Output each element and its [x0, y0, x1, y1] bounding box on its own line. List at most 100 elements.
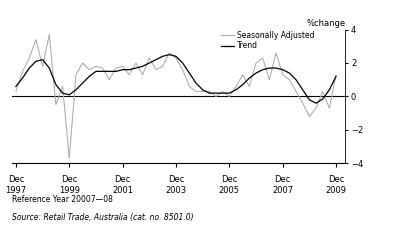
Seasonally Adjusted [207, 90, 212, 93]
Trend [260, 68, 265, 71]
Seasonally Adjusted [307, 115, 312, 118]
Seasonally Adjusted [133, 62, 138, 64]
Trend [154, 58, 158, 61]
Text: Reference Year 20007—08: Reference Year 20007—08 [12, 195, 113, 204]
Seasonally Adjusted [214, 95, 218, 98]
Seasonally Adjusted [120, 65, 125, 68]
Text: 2009: 2009 [326, 186, 347, 195]
Seasonally Adjusted [233, 85, 238, 88]
Seasonally Adjusted [180, 68, 185, 71]
Seasonally Adjusted [314, 107, 318, 110]
Trend [314, 102, 318, 104]
Trend [294, 78, 299, 81]
Text: 2003: 2003 [166, 186, 187, 195]
Trend [187, 72, 192, 74]
Seasonally Adjusted [114, 67, 118, 69]
Trend [233, 88, 238, 91]
Seasonally Adjusted [73, 73, 78, 76]
Trend [67, 94, 71, 96]
Seasonally Adjusted [67, 157, 71, 160]
Trend [194, 82, 198, 84]
Trend [214, 92, 218, 94]
Trend [180, 62, 185, 64]
Trend [60, 92, 65, 94]
Seasonally Adjusted [173, 57, 178, 59]
Seasonally Adjusted [54, 104, 58, 106]
Seasonally Adjusted [320, 90, 325, 93]
Seasonally Adjusted [80, 62, 85, 64]
Trend [333, 75, 338, 78]
Trend [47, 67, 52, 69]
Seasonally Adjusted [40, 65, 45, 68]
Text: 1999: 1999 [59, 186, 80, 195]
Seasonally Adjusted [127, 73, 132, 76]
Trend [307, 99, 312, 101]
Seasonally Adjusted [100, 67, 105, 69]
Trend [80, 82, 85, 84]
Trend [94, 70, 98, 73]
Text: Dec: Dec [328, 175, 344, 184]
Trend [20, 77, 25, 79]
Trend [73, 88, 78, 91]
Line: Seasonally Adjusted: Seasonally Adjusted [16, 35, 336, 158]
Seasonally Adjusted [227, 95, 232, 98]
Seasonally Adjusted [247, 85, 252, 88]
Seasonally Adjusted [260, 57, 265, 59]
Trend [33, 60, 38, 63]
Seasonally Adjusted [140, 73, 145, 76]
Trend [287, 72, 292, 74]
Trend [240, 83, 245, 86]
Seasonally Adjusted [267, 78, 272, 81]
Seasonally Adjusted [60, 85, 65, 88]
Seasonally Adjusted [333, 73, 338, 76]
Seasonally Adjusted [107, 78, 112, 81]
Seasonally Adjusted [20, 70, 25, 73]
Seasonally Adjusted [287, 78, 292, 81]
Seasonally Adjusted [147, 57, 152, 59]
Trend [280, 68, 285, 71]
Trend [127, 68, 132, 71]
Seasonally Adjusted [13, 90, 18, 93]
Trend [133, 67, 138, 69]
Text: 2007: 2007 [272, 186, 293, 195]
Seasonally Adjusted [27, 57, 32, 59]
Seasonally Adjusted [47, 33, 52, 36]
Text: 2001: 2001 [112, 186, 133, 195]
Text: Source: Retail Trade, Australia (cat. no. 8501.0): Source: Retail Trade, Australia (cat. no… [12, 213, 193, 222]
Seasonally Adjusted [200, 90, 205, 93]
Seasonally Adjusted [160, 65, 165, 68]
Seasonally Adjusted [280, 73, 285, 76]
Trend [227, 92, 232, 94]
Seasonally Adjusted [33, 38, 38, 41]
Trend [87, 75, 92, 78]
Seasonally Adjusted [87, 68, 92, 71]
Trend [173, 55, 178, 58]
Seasonally Adjusted [220, 90, 225, 93]
Text: Dec: Dec [8, 175, 24, 184]
Seasonally Adjusted [187, 85, 192, 88]
Text: %change: %change [306, 19, 345, 28]
Seasonally Adjusted [327, 107, 332, 110]
Text: Dec: Dec [114, 175, 131, 184]
Trend [120, 68, 125, 71]
Seasonally Adjusted [240, 73, 245, 76]
Trend [200, 88, 205, 91]
Trend [114, 70, 118, 73]
Trend [167, 53, 172, 56]
Text: 1997: 1997 [5, 186, 27, 195]
Text: Dec: Dec [61, 175, 77, 184]
Seasonally Adjusted [194, 90, 198, 93]
Trend [274, 67, 278, 69]
Trend [40, 58, 45, 61]
Trend [100, 70, 105, 73]
Trend [220, 92, 225, 94]
Legend: Seasonally Adjusted, Trend: Seasonally Adjusted, Trend [221, 31, 315, 50]
Trend [300, 88, 305, 91]
Text: Dec: Dec [274, 175, 291, 184]
Seasonally Adjusted [94, 65, 98, 68]
Trend [327, 88, 332, 91]
Trend [13, 85, 18, 88]
Trend [254, 72, 258, 74]
Trend [247, 77, 252, 79]
Trend [107, 70, 112, 73]
